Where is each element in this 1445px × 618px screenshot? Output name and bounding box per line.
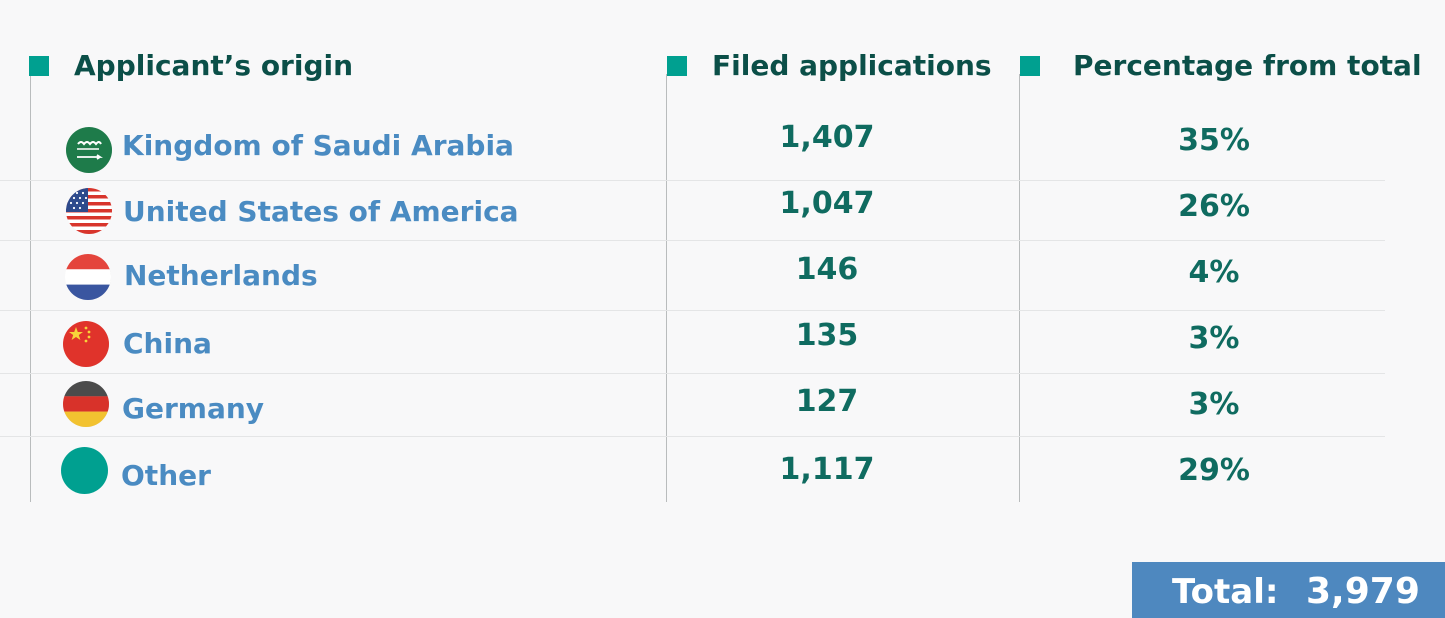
filed-value: 127: [795, 384, 859, 419]
filed-value: 1,117: [779, 452, 875, 487]
row-divider: [0, 310, 1385, 311]
table-row: Germany 127 3%: [0, 381, 1445, 450]
percent-value: 3%: [1188, 321, 1240, 356]
row-divider: [0, 240, 1385, 241]
percent-value: 4%: [1188, 255, 1240, 290]
header-applicant-origin: Applicant’s origin: [74, 49, 354, 82]
header-percentage: Percentage from total: [1073, 49, 1422, 82]
header-marker-square: [667, 56, 687, 76]
total-label: Total:: [1172, 572, 1279, 612]
country-label: Other: [121, 459, 211, 492]
table-row: Other 1,117 29%: [0, 447, 1445, 516]
column-divider-origin: [30, 74, 31, 502]
percent-value: 29%: [1178, 453, 1250, 488]
country-label: United States of America: [123, 195, 519, 228]
netherlands-flag-icon: [65, 254, 111, 300]
table-row: United States of America 1,047 26%: [0, 186, 1445, 252]
table-row: Kingdom of Saudi Arabia 1,407 35%: [0, 120, 1445, 186]
total-box: Total: 3,979: [1132, 562, 1445, 618]
percent-value: 35%: [1178, 123, 1250, 158]
country-label: Germany: [122, 392, 265, 425]
germany-flag-icon: [63, 381, 109, 427]
filed-value: 1,047: [779, 186, 875, 221]
filed-value: 135: [795, 318, 859, 353]
percent-value: 3%: [1188, 387, 1240, 422]
filed-value: 1,407: [779, 120, 875, 155]
column-divider-filed: [666, 74, 667, 502]
china-flag-icon: [63, 321, 109, 367]
row-divider: [0, 436, 1385, 437]
table-row: China 135 3%: [0, 318, 1445, 384]
row-divider: [0, 180, 1385, 181]
total-value: 3,979: [1306, 571, 1420, 612]
filed-value: 146: [795, 252, 859, 287]
usa-flag-icon: [66, 188, 112, 234]
row-divider: [0, 373, 1385, 374]
column-divider-percent: [1019, 74, 1020, 502]
percent-value: 26%: [1178, 189, 1250, 224]
country-label: China: [123, 327, 212, 360]
other-circle-icon: [61, 447, 108, 494]
saudi-arabia-flag-icon: [66, 127, 112, 173]
header-marker-square: [29, 56, 49, 76]
header-filed-applications: Filed applications: [712, 49, 992, 82]
table-row: Netherlands 146 4%: [0, 252, 1445, 318]
country-label: Netherlands: [124, 259, 318, 292]
country-label: Kingdom of Saudi Arabia: [122, 129, 514, 162]
header-marker-square: [1020, 56, 1040, 76]
